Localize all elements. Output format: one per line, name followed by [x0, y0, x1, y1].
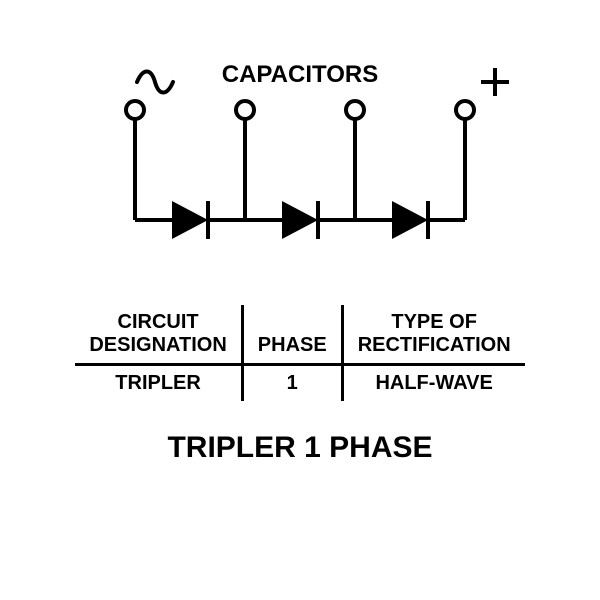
terminal-node — [346, 101, 364, 119]
ac-input-icon — [137, 72, 173, 93]
circuit-diagram: CAPACITORS — [65, 60, 535, 265]
spec-table: CIRCUIT DESIGNATION PHASE TYPE OF RECTIF… — [75, 305, 524, 401]
diode-icon — [172, 201, 208, 239]
spec-table-element: CIRCUIT DESIGNATION PHASE TYPE OF RECTIF… — [75, 305, 524, 401]
cell-phase: 1 — [242, 365, 342, 402]
diode-icon — [282, 201, 318, 239]
diagram-title: TRIPLER 1 PHASE — [167, 431, 432, 465]
svg-text:CAPACITORS: CAPACITORS — [222, 61, 378, 88]
circuit-svg: CAPACITORS — [65, 60, 535, 260]
cell-rectification: HALF-WAVE — [342, 365, 524, 402]
terminal-node — [456, 101, 474, 119]
diode-icon — [392, 201, 428, 239]
col-header-designation: CIRCUIT DESIGNATION — [75, 305, 242, 365]
col-header-phase: PHASE — [242, 305, 342, 365]
col-header-rectification: TYPE OF RECTIFICATION — [342, 305, 524, 365]
terminal-node — [126, 101, 144, 119]
terminal-node — [236, 101, 254, 119]
cell-designation: TRIPLER — [75, 365, 242, 402]
